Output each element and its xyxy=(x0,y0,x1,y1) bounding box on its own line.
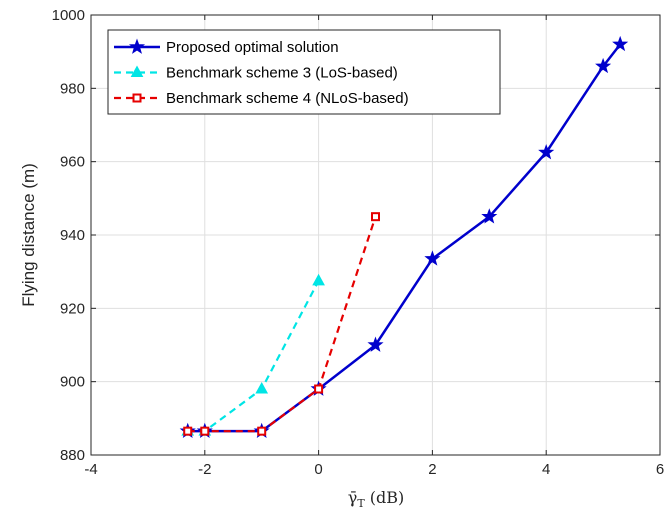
x-tick-label: -2 xyxy=(198,461,211,478)
square-marker xyxy=(257,426,267,436)
triangle-marker xyxy=(130,65,144,77)
y-tick-label: 960 xyxy=(60,154,85,171)
legend-label: Benchmark scheme 4 (NLoS-based) xyxy=(166,90,409,107)
x-tick-label: 4 xyxy=(542,461,550,478)
star-marker xyxy=(367,336,384,352)
star-marker xyxy=(595,57,612,74)
series-line xyxy=(187,43,622,433)
legend-label: Proposed optimal solution xyxy=(166,39,339,56)
y-tick-label: 1000 xyxy=(52,7,85,24)
legend-box xyxy=(107,29,501,115)
square-marker xyxy=(314,384,324,394)
y-tick-label: 940 xyxy=(60,227,85,244)
y-axis-title: Flying distance (m) xyxy=(19,163,38,307)
series-3 xyxy=(183,212,380,436)
square-marker xyxy=(200,426,210,436)
square-marker xyxy=(371,212,380,222)
x-tick-label: 6 xyxy=(656,461,664,478)
star-marker xyxy=(481,208,498,224)
x-axis-title: γ̄T (dB) xyxy=(348,488,404,510)
y-tick-label: 980 xyxy=(60,80,85,97)
x-axis-symbol: γ̄ xyxy=(348,488,358,507)
ticks xyxy=(90,14,661,456)
x-tick-label: -4 xyxy=(84,461,97,478)
triangle-marker xyxy=(312,273,325,286)
series-layer xyxy=(179,35,629,439)
star-marker xyxy=(538,144,555,160)
x-axis-subscript: T xyxy=(357,497,365,510)
legend: Proposed optimal solution Benchmark schem… xyxy=(107,29,501,115)
square-marker xyxy=(132,93,142,103)
triangle-marker xyxy=(255,381,269,394)
y-tick-label: 920 xyxy=(60,300,85,317)
y-tick-label: 880 xyxy=(60,447,85,464)
x-tick-label: 0 xyxy=(314,461,322,478)
star-marker xyxy=(128,38,146,54)
star-marker xyxy=(424,250,441,266)
legend-label: Benchmark scheme 3 (LoS-based) xyxy=(166,65,398,82)
tick-labels: -4 -2 0 2 4 6 880 900 920 940 960 980 1000 xyxy=(52,7,664,478)
star-marker xyxy=(612,35,629,52)
square-marker xyxy=(183,426,193,436)
y-tick-label: 900 xyxy=(60,374,85,391)
x-tick-label: 2 xyxy=(428,461,436,478)
series-line xyxy=(187,280,320,433)
x-axis-unit: (dB) xyxy=(370,488,404,507)
